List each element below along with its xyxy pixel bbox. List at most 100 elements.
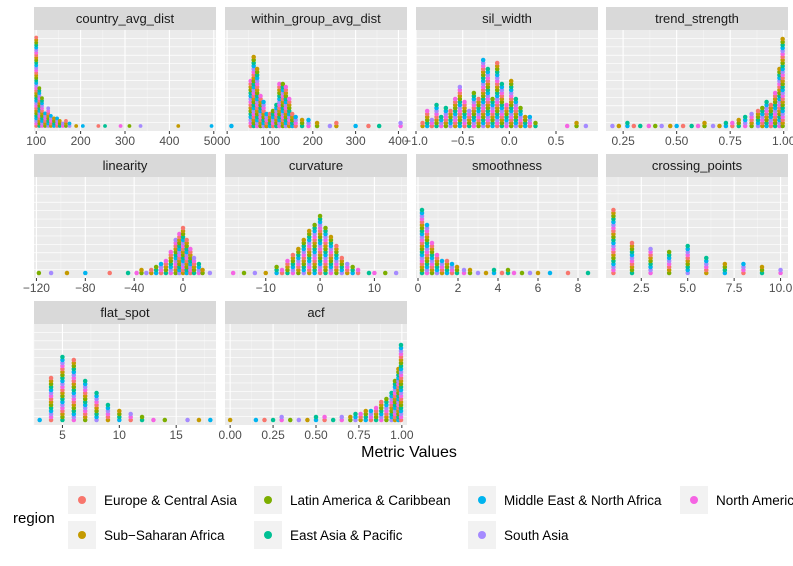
data-point	[144, 270, 149, 276]
data-point	[52, 116, 56, 121]
data-point	[353, 123, 358, 129]
x-tick-label: 400	[388, 134, 408, 148]
data-point	[241, 270, 247, 276]
data-point	[279, 414, 284, 420]
data-point	[207, 270, 213, 276]
data-point	[689, 123, 694, 129]
data-point	[461, 267, 467, 273]
data-point	[522, 114, 528, 120]
data-point	[103, 124, 107, 128]
data-point	[480, 57, 486, 63]
data-point	[230, 270, 236, 276]
data-point	[327, 123, 333, 129]
data-point	[760, 105, 765, 111]
data-point	[777, 66, 782, 72]
data-point	[454, 264, 460, 270]
data-point	[384, 396, 389, 402]
data-point	[134, 270, 139, 276]
data-point	[301, 237, 307, 243]
data-point	[475, 270, 481, 276]
data-point	[312, 222, 317, 228]
data-point	[348, 414, 353, 420]
data-point	[125, 270, 131, 276]
data-point	[299, 117, 305, 123]
dot-stacks	[37, 354, 213, 423]
data-point	[48, 113, 53, 118]
x-axis-title: Metric Values	[361, 444, 457, 461]
data-point	[94, 390, 99, 396]
data-point	[574, 120, 579, 126]
x-tick-label: 5.0	[679, 281, 696, 295]
data-point	[527, 114, 533, 120]
data-point	[780, 36, 785, 42]
facet-panel-trend-strength: trend_strength 0.25 0.50 0.75 1.00	[606, 7, 793, 148]
x-tick-label: 0.50	[304, 428, 328, 442]
data-point	[448, 108, 453, 114]
x-tick-label: 1.00	[390, 428, 414, 442]
data-point	[163, 258, 169, 264]
x-tick-label: 0.75	[347, 428, 371, 442]
data-point	[82, 378, 88, 384]
facet-strip	[34, 301, 216, 324]
data-point	[296, 246, 301, 252]
data-point	[685, 243, 690, 249]
data-point	[200, 267, 205, 273]
x-tick-label: 300	[115, 134, 135, 148]
facet-panel-smoothness: smoothness 0 2 4 6 8	[415, 154, 599, 295]
data-point	[505, 267, 511, 273]
data-point	[350, 264, 355, 270]
facet-strip	[34, 7, 216, 30]
x-tick-label: 300	[346, 134, 366, 148]
data-point	[57, 119, 62, 123]
legend-item: East Asia & Pacific	[254, 521, 403, 549]
data-point	[296, 417, 302, 423]
facet-strip	[225, 154, 407, 177]
legend-key-dot	[478, 496, 486, 504]
data-point	[287, 417, 293, 423]
legend-label: Middle East & North Africa	[504, 493, 662, 508]
data-point	[279, 267, 285, 273]
data-point	[306, 117, 311, 123]
data-point	[452, 96, 458, 102]
x-tick-label: 10.0	[769, 281, 793, 295]
facet-strip	[416, 7, 598, 30]
data-point	[778, 267, 783, 273]
data-point	[466, 108, 472, 114]
data-point	[168, 249, 174, 255]
data-point	[424, 108, 430, 114]
data-point	[118, 124, 123, 128]
legend: region Europe & Central Asia Latin Americ…	[13, 486, 793, 549]
data-point	[398, 120, 403, 126]
data-point	[139, 267, 144, 273]
data-point	[372, 270, 377, 276]
facet-strip-label: flat_spot	[100, 305, 150, 320]
data-point	[494, 60, 500, 66]
legend-item: Sub−Saharan Africa	[68, 521, 225, 549]
data-point	[527, 270, 533, 276]
data-point	[191, 255, 197, 261]
dot-stacks	[419, 207, 591, 276]
data-point	[48, 375, 54, 381]
x-tick-label: 0.25	[261, 428, 285, 442]
facet-strip-label: within_group_avg_dist	[250, 11, 381, 26]
dot-stacks	[610, 36, 785, 129]
data-point	[280, 81, 286, 87]
x-tick-label: 10	[113, 428, 127, 442]
x-tick-label: 400	[159, 134, 179, 148]
data-point	[363, 408, 369, 414]
data-point	[723, 120, 729, 126]
data-point	[722, 261, 728, 267]
x-tick-label: 0.5	[548, 134, 565, 148]
facet-panel-linearity: linearity −120 −80 −40 0	[23, 154, 216, 295]
facet-strip	[225, 7, 407, 30]
data-point	[80, 124, 85, 128]
data-point	[355, 267, 361, 273]
data-point	[443, 105, 449, 111]
data-point	[177, 231, 182, 237]
legend-key-dot	[264, 531, 272, 539]
data-point	[508, 78, 514, 84]
data-point	[339, 255, 345, 261]
legend-label: Latin America & Caribbean	[290, 493, 451, 508]
facet-strip-label: linearity	[103, 158, 148, 173]
data-point	[48, 270, 54, 276]
